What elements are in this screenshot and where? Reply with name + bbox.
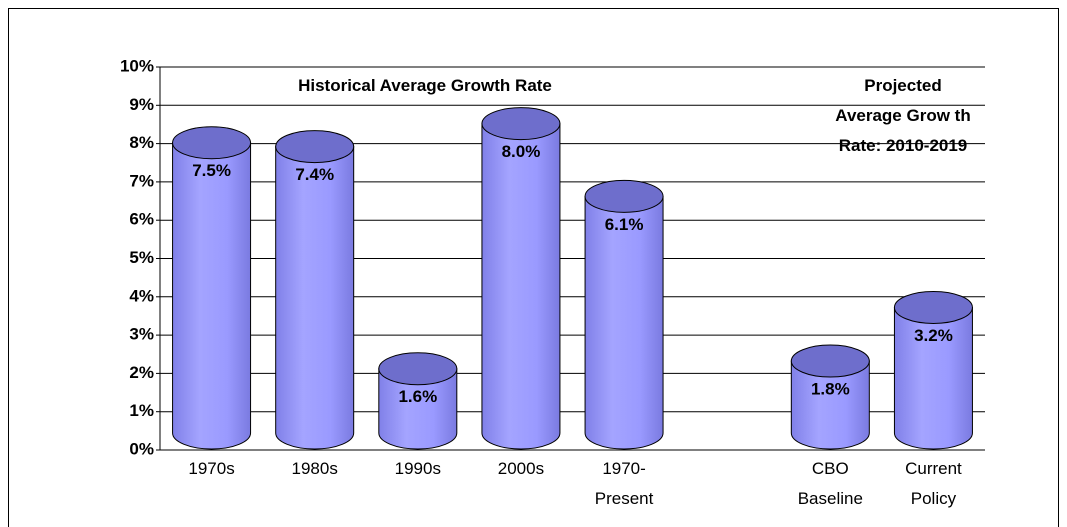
y-tick-label: 1%	[129, 401, 154, 420]
value-label: 7.4%	[295, 165, 334, 184]
y-tick-label: 2%	[129, 363, 154, 382]
bar-body	[790, 360, 870, 450]
bar-top	[584, 179, 664, 213]
x-tick-label: 1980s	[291, 459, 338, 478]
bar-top	[378, 352, 458, 386]
bar-body	[893, 306, 973, 450]
y-tick-label: 0%	[129, 439, 154, 458]
x-tick-label: 2000s	[497, 459, 545, 478]
y-tick-label: 3%	[129, 325, 154, 344]
y-tick-label: 8%	[129, 133, 154, 152]
y-tick-label: 9%	[129, 95, 154, 114]
bar-top	[172, 126, 252, 160]
value-label: 3.2%	[914, 326, 953, 345]
x-tick-label: 1970- Present	[594, 459, 654, 508]
bar-top	[275, 130, 355, 164]
y-tick-label: 10%	[120, 56, 154, 75]
y-tick-label: 4%	[129, 286, 154, 305]
bar-body	[275, 146, 355, 450]
bar-body	[378, 368, 458, 450]
annotation: Historical Average Growth Rate	[298, 76, 552, 95]
x-tick-label: 1990s	[394, 459, 441, 478]
value-label: 1.8%	[811, 380, 850, 399]
bar-top	[481, 107, 561, 141]
x-tick-label: CBO Baseline	[797, 459, 863, 508]
value-label: 1.6%	[398, 387, 437, 406]
value-label: 6.1%	[605, 215, 644, 234]
annotation: Projected Average Grow th Rate: 2010-201…	[835, 76, 971, 155]
bar-body	[584, 195, 664, 450]
frame	[8, 8, 1059, 527]
y-tick-label: 5%	[129, 248, 154, 267]
y-tick-label: 6%	[129, 210, 154, 229]
bar-top	[790, 344, 870, 378]
bar-top	[893, 290, 973, 324]
y-tick-label: 7%	[129, 171, 154, 190]
x-tick-label: Current Policy	[905, 459, 962, 508]
bar-body	[172, 142, 252, 450]
value-label: 7.5%	[192, 161, 231, 180]
bar-body	[481, 123, 561, 450]
value-label: 8.0%	[502, 142, 541, 161]
x-tick-label: 1970s	[188, 459, 235, 478]
